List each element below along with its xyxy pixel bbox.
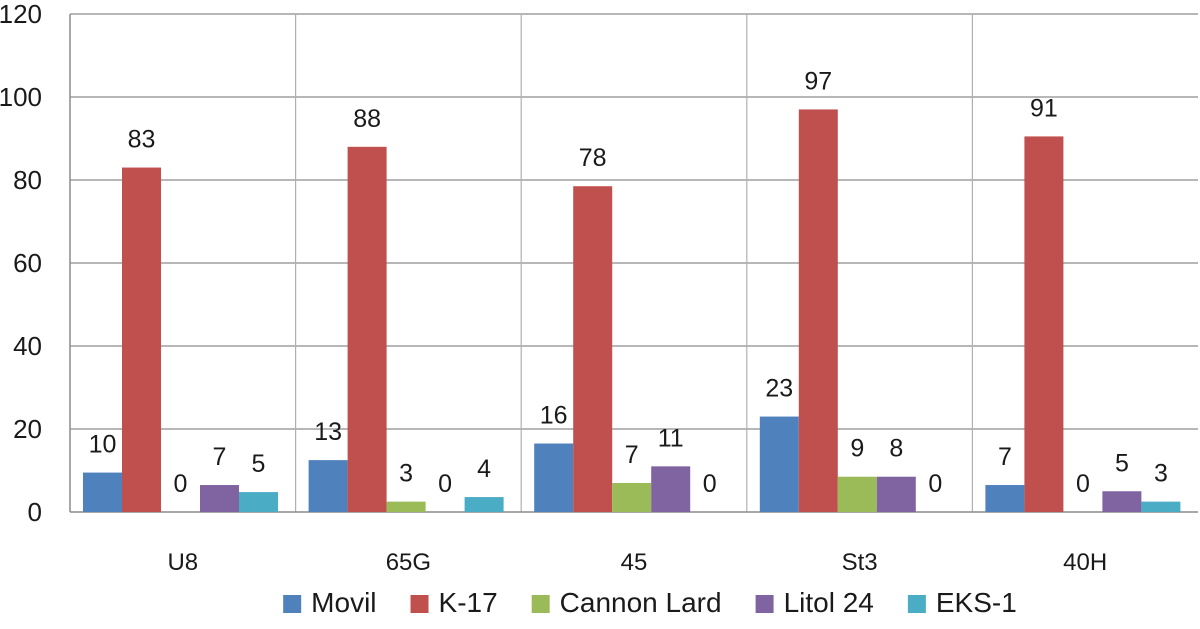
data-label: 0 <box>703 470 717 498</box>
bar-movil <box>759 416 799 512</box>
x-category-label: 65G <box>386 549 431 576</box>
x-category-label: U8 <box>167 549 198 576</box>
bar-litol-24 <box>200 485 239 512</box>
bar-k-17 <box>122 167 161 513</box>
data-label: 0 <box>1076 470 1090 498</box>
bar-movil <box>308 460 348 512</box>
bar-litol-24 <box>651 466 691 512</box>
y-tick-label: 100 <box>0 82 42 112</box>
data-label: 7 <box>625 441 639 469</box>
bar-movil <box>83 472 122 512</box>
legend-label: Litol 24 <box>784 587 874 618</box>
legend-label: Movil <box>311 587 376 618</box>
bar-movil <box>985 485 1025 512</box>
legend-label: Cannon Lard <box>560 587 722 618</box>
data-label: 97 <box>804 67 832 95</box>
data-label: 3 <box>1154 460 1168 488</box>
legend-swatch <box>907 595 926 613</box>
bar-eks-1 <box>239 492 278 512</box>
bar-eks-1 <box>1141 501 1181 512</box>
bar-k-17 <box>347 146 387 513</box>
x-category-label: 45 <box>621 549 648 576</box>
data-label: 91 <box>1030 94 1058 122</box>
data-label: 4 <box>477 455 491 483</box>
bar-cannon-lard <box>612 482 652 512</box>
data-label: 8 <box>889 435 903 463</box>
data-label: 0 <box>438 470 452 498</box>
data-label: 83 <box>128 126 156 154</box>
bar-litol-24 <box>876 476 916 512</box>
data-label: 5 <box>252 450 266 478</box>
data-label: 9 <box>850 435 864 463</box>
data-label: 10 <box>89 431 117 459</box>
data-label: 5 <box>1115 449 1129 477</box>
y-tick-label: 40 <box>13 331 42 361</box>
bar-k-17 <box>573 186 613 512</box>
legend-label: EKS-1 <box>936 587 1017 618</box>
data-label: 3 <box>399 460 413 488</box>
data-label: 0 <box>928 470 942 498</box>
bar-cannon-lard <box>837 476 877 512</box>
bar-cannon-lard <box>386 501 426 512</box>
legend-swatch <box>755 595 774 613</box>
y-tick-label: 80 <box>13 165 42 195</box>
bar-movil <box>534 443 574 512</box>
y-tick-label: 60 <box>13 248 42 278</box>
bar-k-17 <box>1024 136 1064 513</box>
data-label: 23 <box>765 375 793 403</box>
legend-label: K-17 <box>439 587 498 618</box>
data-label: 7 <box>998 443 1012 471</box>
x-category-label: 40H <box>1063 549 1107 576</box>
data-label: 16 <box>540 402 568 430</box>
data-label: 88 <box>353 105 381 133</box>
legend-swatch <box>410 595 429 613</box>
data-label: 0 <box>174 470 188 498</box>
y-tick-label: 120 <box>0 0 42 29</box>
data-label: 11 <box>658 424 684 452</box>
bar-litol-24 <box>1102 491 1142 512</box>
bar-k-17 <box>798 109 838 512</box>
x-category-label: St3 <box>842 549 878 576</box>
data-label: 7 <box>213 443 227 471</box>
data-label: 78 <box>579 144 607 172</box>
y-tick-label: 20 <box>13 414 42 444</box>
bar-eks-1 <box>464 497 504 512</box>
legend-swatch <box>531 595 550 613</box>
data-label: 13 <box>314 418 342 446</box>
legend-swatch <box>283 595 302 613</box>
y-tick-label: 0 <box>28 497 42 527</box>
